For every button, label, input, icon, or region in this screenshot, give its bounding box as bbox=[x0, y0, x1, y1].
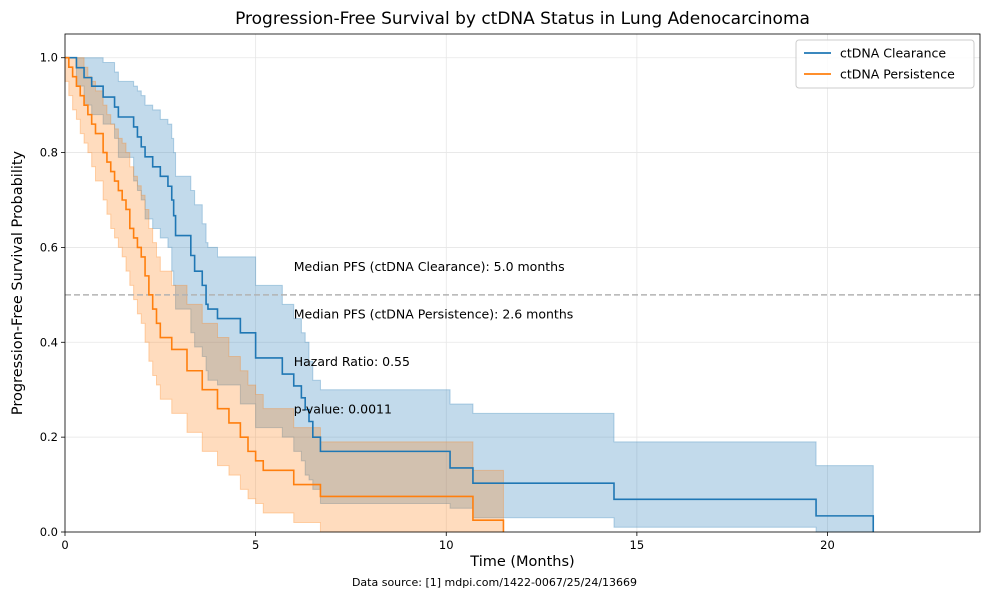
ci-band-series-0 bbox=[65, 57, 874, 533]
y-tick-label: 0.0 bbox=[40, 525, 58, 539]
x-tick-label: 20 bbox=[820, 538, 835, 552]
survival-curve-series-0 bbox=[65, 56, 875, 532]
legend-label-series-1: ctDNA Persistence bbox=[840, 67, 955, 82]
x-tick-label: 15 bbox=[630, 538, 645, 552]
x-tick-label: 5 bbox=[252, 538, 259, 552]
legend-label-series-0: ctDNA Clearance bbox=[840, 46, 946, 61]
y-axis-label: Progression-Free Survival Probability bbox=[10, 150, 26, 415]
survival-curve-series-1 bbox=[65, 56, 505, 532]
annotation-2: Hazard Ratio: 0.55 bbox=[294, 354, 410, 369]
y-tick-label: 0.2 bbox=[40, 430, 58, 444]
annotation-0: Median PFS (ctDNA Clearance): 5.0 months bbox=[294, 259, 565, 274]
data-source-caption: Data source: [1] mdpi.com/1422-0067/25/2… bbox=[351, 576, 638, 589]
plot-frame bbox=[64, 33, 981, 533]
annotation-1: Median PFS (ctDNA Persistence): 2.6 mont… bbox=[294, 307, 574, 322]
legend-box bbox=[795, 39, 975, 89]
y-tick-label: 1.0 bbox=[40, 51, 58, 65]
chart-title: Progression-Free Survival by ctDNA Statu… bbox=[235, 9, 810, 29]
annotation-3: p-value: 0.0011 bbox=[294, 401, 392, 416]
km-chart: 0 5 10 15 20 0.0 0.2 0.4 0.6 0.8 1.0 Progression-Fr… bbox=[10, 9, 981, 570]
y-tick-label: 0.4 bbox=[40, 335, 58, 349]
y-tick-label: 0.6 bbox=[40, 240, 58, 254]
x-axis-label: Time (Months) bbox=[469, 554, 574, 570]
y-tick-label: 0.8 bbox=[40, 146, 58, 160]
x-tick-label: 10 bbox=[439, 538, 454, 552]
x-tick-label: 0 bbox=[61, 538, 68, 552]
